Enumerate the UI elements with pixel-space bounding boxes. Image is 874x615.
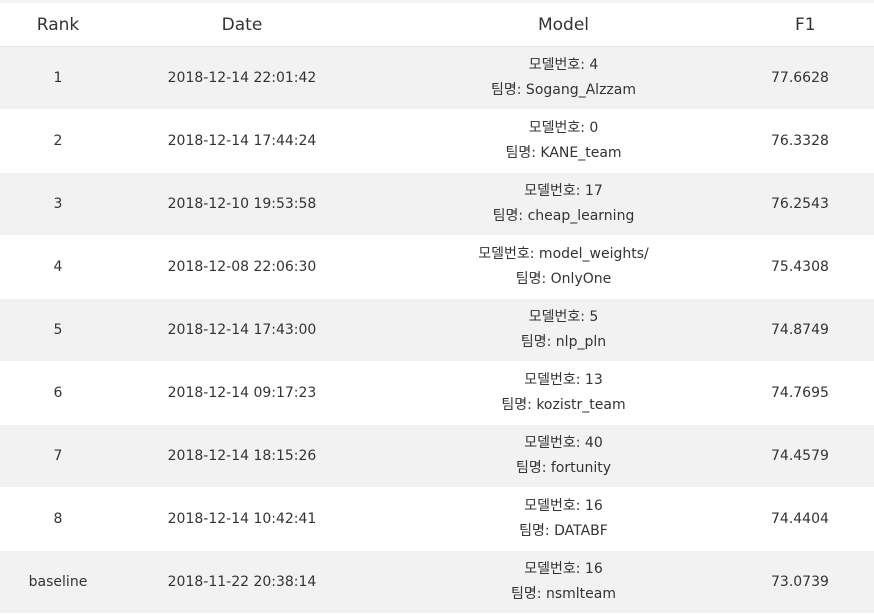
date-cell: 2018-12-14 18:15:26 <box>116 424 368 488</box>
leaderboard-table: Rank Date Model F1 1 2018-12-14 22:01:42… <box>0 3 874 614</box>
table-row[interactable]: 6 2018-12-14 09:17:23 모델번호: 13 팀명: kozis… <box>0 361 874 425</box>
rank-cell: 5 <box>0 298 116 362</box>
table-row[interactable]: 8 2018-12-14 10:42:41 모델번호: 16 팀명: DATAB… <box>0 487 874 551</box>
model-cell: 모델번호: 16 팀명: nsmlteam <box>368 550 759 614</box>
date-cell: 2018-12-14 09:17:23 <box>116 361 368 425</box>
f1-cell: 74.4579 <box>759 424 874 488</box>
table-row[interactable]: 7 2018-12-14 18:15:26 모델번호: 40 팀명: fortu… <box>0 424 874 488</box>
model-number: 모델번호: 17 <box>524 183 603 199</box>
model-cell: 모델번호: 16 팀명: DATABF <box>368 487 759 551</box>
model-number: 모델번호: 13 <box>524 372 603 388</box>
team-name: 팀명: cheap_learning <box>492 208 635 224</box>
model-cell: 모델번호: 5 팀명: nlp_pln <box>368 298 759 362</box>
f1-cell: 74.8749 <box>759 298 874 362</box>
f1-cell: 74.7695 <box>759 361 874 425</box>
model-number: 모델번호: 40 <box>524 435 603 451</box>
f1-cell: 77.6628 <box>759 46 874 110</box>
date-cell: 2018-12-10 19:53:58 <box>116 172 368 236</box>
model-cell: 모델번호: 40 팀명: fortunity <box>368 424 759 488</box>
column-header-model[interactable]: Model <box>368 3 759 47</box>
model-cell: 모델번호: 13 팀명: kozistr_team <box>368 361 759 425</box>
model-number: 모델번호: 16 <box>524 561 603 577</box>
column-header-date[interactable]: Date <box>116 3 368 47</box>
table-row[interactable]: baseline 2018-11-22 20:38:14 모델번호: 16 팀명… <box>0 550 874 614</box>
table-row[interactable]: 1 2018-12-14 22:01:42 모델번호: 4 팀명: Sogang… <box>0 46 874 110</box>
date-cell: 2018-12-14 17:44:24 <box>116 109 368 173</box>
rank-cell: baseline <box>0 550 116 614</box>
team-name: 팀명: Sogang_Alzzam <box>491 82 636 98</box>
rank-cell: 4 <box>0 235 116 299</box>
table-row[interactable]: 2 2018-12-14 17:44:24 모델번호: 0 팀명: KANE_t… <box>0 109 874 173</box>
model-cell: 모델번호: model_weights/ 팀명: OnlyOne <box>368 235 759 299</box>
table-body: 1 2018-12-14 22:01:42 모델번호: 4 팀명: Sogang… <box>0 46 874 614</box>
date-cell: 2018-12-08 22:06:30 <box>116 235 368 299</box>
date-cell: 2018-12-14 22:01:42 <box>116 46 368 110</box>
team-name: 팀명: OnlyOne <box>515 271 612 287</box>
column-header-f1[interactable]: F1 <box>759 3 874 47</box>
team-name: 팀명: DATABF <box>519 523 608 539</box>
rank-cell: 3 <box>0 172 116 236</box>
model-number: 모델번호: 0 <box>528 120 599 136</box>
date-cell: 2018-12-14 10:42:41 <box>116 487 368 551</box>
team-name: 팀명: nlp_pln <box>520 334 607 350</box>
model-cell: 모델번호: 4 팀명: Sogang_Alzzam <box>368 46 759 110</box>
table-row[interactable]: 3 2018-12-10 19:53:58 모델번호: 17 팀명: cheap… <box>0 172 874 236</box>
f1-cell: 75.4308 <box>759 235 874 299</box>
rank-cell: 1 <box>0 46 116 110</box>
rank-cell: 2 <box>0 109 116 173</box>
table-header: Rank Date Model F1 <box>0 3 874 47</box>
column-header-rank[interactable]: Rank <box>0 3 116 47</box>
date-cell: 2018-11-22 20:38:14 <box>116 550 368 614</box>
header-row: Rank Date Model F1 <box>0 3 874 47</box>
rank-cell: 7 <box>0 424 116 488</box>
f1-cell: 76.2543 <box>759 172 874 236</box>
f1-cell: 73.0739 <box>759 550 874 614</box>
team-name: 팀명: kozistr_team <box>501 397 626 413</box>
table-row[interactable]: 5 2018-12-14 17:43:00 모델번호: 5 팀명: nlp_pl… <box>0 298 874 362</box>
f1-cell: 74.4404 <box>759 487 874 551</box>
table-row[interactable]: 4 2018-12-08 22:06:30 모델번호: model_weight… <box>0 235 874 299</box>
model-cell: 모델번호: 17 팀명: cheap_learning <box>368 172 759 236</box>
date-cell: 2018-12-14 17:43:00 <box>116 298 368 362</box>
team-name: 팀명: fortunity <box>515 460 612 476</box>
top-strip <box>0 0 874 3</box>
rank-cell: 8 <box>0 487 116 551</box>
model-number: 모델번호: model_weights/ <box>478 246 649 262</box>
team-name: 팀명: nsmlteam <box>511 586 616 602</box>
rank-cell: 6 <box>0 361 116 425</box>
model-number: 모델번호: 16 <box>524 498 603 514</box>
model-number: 모델번호: 4 <box>528 57 599 73</box>
f1-cell: 76.3328 <box>759 109 874 173</box>
model-number: 모델번호: 5 <box>528 309 599 325</box>
team-name: 팀명: KANE_team <box>505 145 622 161</box>
model-cell: 모델번호: 0 팀명: KANE_team <box>368 109 759 173</box>
